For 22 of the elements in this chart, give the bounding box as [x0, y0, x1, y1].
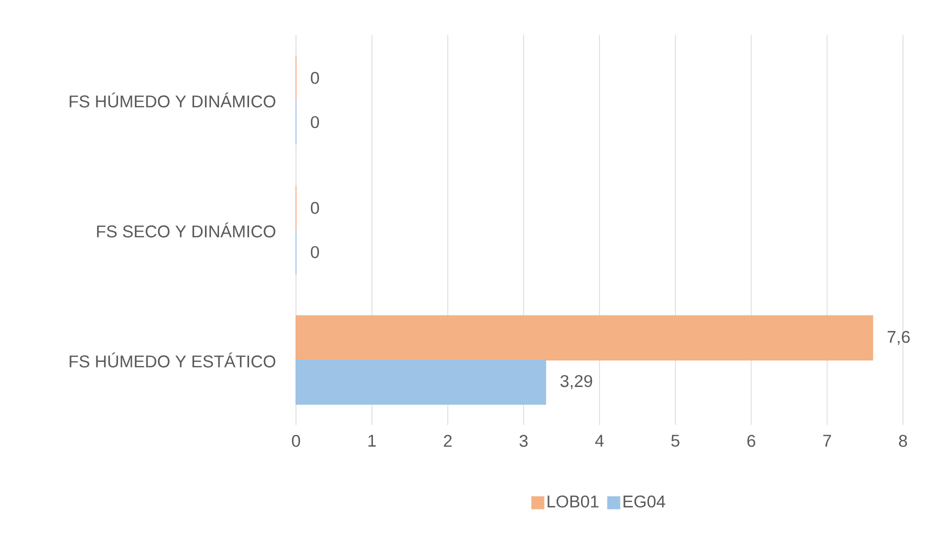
x-tick-label: 2 — [444, 434, 452, 447]
x-tick-label: 1 — [368, 434, 376, 447]
y-tick-label: FS SECO Y DINÁMICO — [97, 222, 276, 238]
legend-label: LOB01 — [548, 495, 598, 508]
x-tick-label: 8 — [899, 434, 907, 447]
data-label: 0 — [310, 202, 319, 214]
x-tick-label: 4 — [595, 434, 604, 447]
data-label: 7,6 — [888, 330, 910, 345]
y-tick-label: FS HÚMEDO Y DINÁMICO — [70, 92, 276, 108]
y-tick-label: FS HÚMEDO Y ESTÁTICO — [70, 352, 276, 368]
x-tick-label: 3 — [520, 434, 528, 447]
bar — [296, 360, 546, 405]
x-tick-label: 6 — [747, 434, 756, 447]
x-tick-label: 7 — [823, 434, 831, 447]
data-label: 0 — [310, 116, 319, 128]
bar — [296, 315, 874, 361]
data-label: 3,29 — [560, 375, 592, 390]
x-tick-label: 0 — [292, 434, 300, 447]
data-label: 0 — [310, 246, 319, 258]
legend-label: EG04 — [624, 495, 666, 508]
x-tick-label: 5 — [671, 434, 680, 447]
data-label: 0 — [310, 72, 319, 84]
